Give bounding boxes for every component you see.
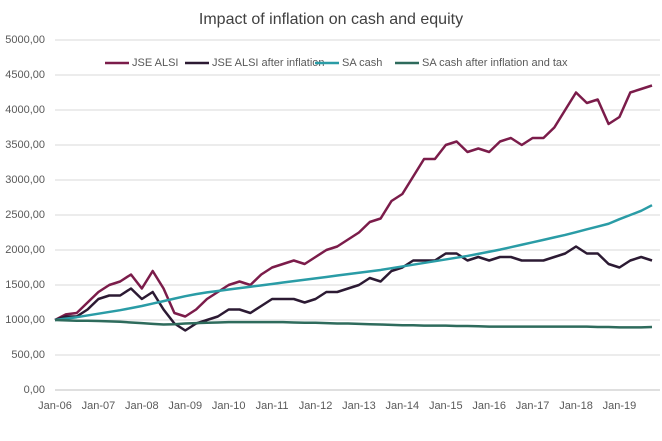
y-tick-label: 0,00 (24, 384, 45, 396)
x-tick-label: Jan-10 (212, 400, 246, 412)
y-tick-label: 3000,00 (5, 174, 45, 186)
series-line (54, 318, 653, 329)
x-tick-label: Jan-06 (38, 400, 72, 412)
y-tick-label: 1500,00 (5, 279, 45, 291)
legend-label: JSE ALSI after inflation (212, 57, 325, 69)
x-tick-label: Jan-13 (342, 400, 376, 412)
series-line (54, 84, 653, 322)
x-tick-label: Jan-14 (386, 400, 420, 412)
chart-title: Impact of inflation on cash and equity (199, 11, 463, 28)
x-tick-label: Jan-15 (429, 400, 463, 412)
x-tick-label: Jan-16 (472, 400, 506, 412)
y-tick-label: 5000,00 (5, 34, 45, 46)
x-tick-label: Jan-09 (168, 400, 202, 412)
y-tick-label: 4500,00 (5, 69, 45, 81)
x-tick-label: Jan-19 (603, 400, 637, 412)
legend-label: JSE ALSI (132, 57, 178, 69)
y-tick-label: 1000,00 (5, 314, 45, 326)
x-tick-label: Jan-11 (256, 400, 289, 412)
y-tick-label: 2500,00 (5, 209, 45, 221)
x-tick-label: Jan-18 (559, 400, 593, 412)
x-tick-label: Jan-08 (125, 400, 159, 412)
x-tick-label: Jan-07 (82, 400, 116, 412)
y-tick-label: 4000,00 (5, 104, 45, 116)
y-tick-label: 2000,00 (5, 244, 45, 256)
y-tick-label: 500,00 (11, 349, 45, 361)
legend-label: SA cash after inflation and tax (422, 57, 568, 69)
y-tick-label: 3500,00 (5, 139, 45, 151)
series-line (54, 245, 653, 332)
legend-label: SA cash (342, 57, 382, 69)
series-line (54, 204, 653, 322)
x-tick-label: Jan-12 (299, 400, 333, 412)
x-tick-label: Jan-17 (516, 400, 550, 412)
